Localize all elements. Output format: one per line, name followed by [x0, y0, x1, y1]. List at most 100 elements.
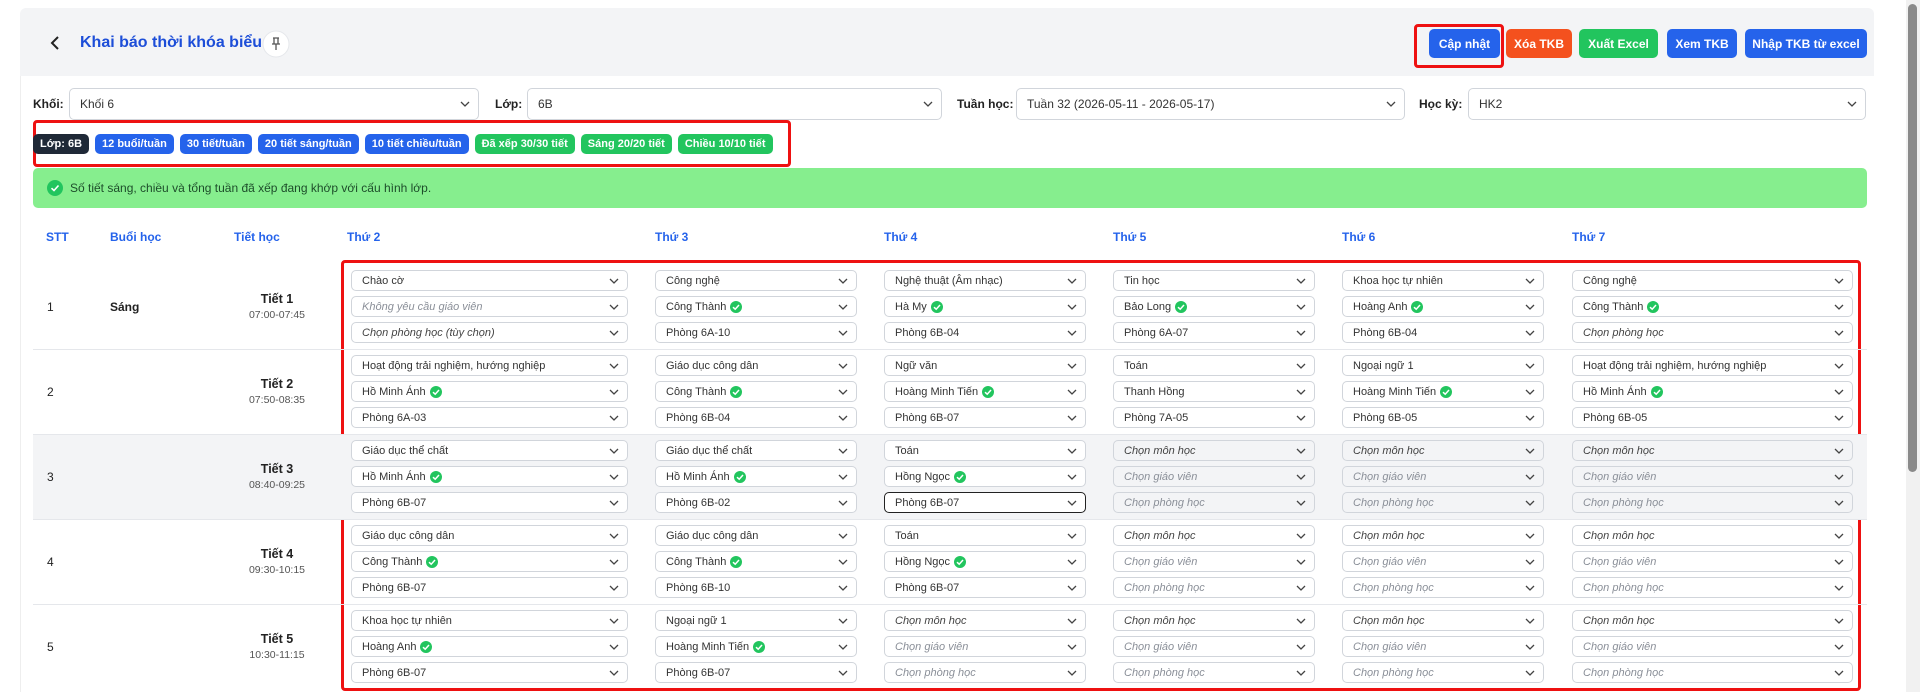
cell-select[interactable]: Chọn phòng học [1572, 492, 1853, 513]
cell-select[interactable]: Phòng 6B-07 [884, 577, 1086, 598]
cell-select[interactable]: Hồng Ngọc [884, 551, 1086, 572]
pin-button[interactable] [262, 30, 290, 58]
cell-select[interactable]: Phòng 6B-07 [884, 492, 1086, 513]
cell-select[interactable]: Chọn giáo viên [1113, 636, 1315, 657]
cell-select[interactable]: Hồ Minh Ánh [351, 381, 628, 402]
cell-select[interactable]: Chọn phòng học [1113, 577, 1315, 598]
cell-select[interactable]: Chọn môn học [1113, 525, 1315, 546]
cell-select[interactable]: Nghệ thuật (Âm nhạc) [884, 270, 1086, 291]
cell-select[interactable]: Chọn phòng học [1572, 662, 1853, 683]
cell-select[interactable]: Hồ Minh Ánh [655, 466, 857, 487]
cell-select[interactable]: Hoàng Anh [351, 636, 628, 657]
cell-select[interactable]: Chọn giáo viên [1572, 466, 1853, 487]
cell-select[interactable]: Chọn giáo viên [1113, 551, 1315, 572]
cell-select[interactable]: Phòng 6B-07 [351, 662, 628, 683]
cell-select[interactable]: Hoàng Minh Tiến [655, 636, 857, 657]
cell-select[interactable]: Công Thành [655, 381, 857, 402]
cell-select[interactable]: Chào cờ [351, 270, 628, 291]
cell-select[interactable]: Phòng 6B-04 [655, 407, 857, 428]
filter-select[interactable]: 6B [527, 88, 942, 120]
cell-select[interactable]: Chọn phòng học [1342, 662, 1544, 683]
cell-select[interactable]: Ngữ văn [884, 355, 1086, 376]
cell-select[interactable]: Phòng 6B-07 [884, 407, 1086, 428]
cell-select[interactable]: Phòng 6B-05 [1342, 407, 1544, 428]
cell-select[interactable]: Công Thành [655, 551, 857, 572]
cell-select[interactable]: Phòng 6B-07 [351, 492, 628, 513]
cell-select[interactable]: Chọn môn học [1342, 610, 1544, 631]
cell-select[interactable]: Chọn môn học [1113, 610, 1315, 631]
cell-select[interactable]: Giáo dục công dân [655, 355, 857, 376]
filter-select[interactable]: Khối 6 [69, 88, 479, 120]
cell-select[interactable]: Chọn giáo viên [884, 636, 1086, 657]
cell-select[interactable]: Hà My [884, 296, 1086, 317]
cell-select[interactable]: Chọn phòng học [884, 662, 1086, 683]
cell-select[interactable]: Chọn giáo viên [1113, 466, 1315, 487]
cell-select[interactable]: Chọn phòng học [1113, 662, 1315, 683]
cell-select[interactable]: Phòng 6B-10 [655, 577, 857, 598]
cell-select[interactable]: Chọn môn học [1572, 525, 1853, 546]
cell-select[interactable]: Công nghệ [655, 270, 857, 291]
cell-select[interactable]: Hoàng Minh Tiến [884, 381, 1086, 402]
cell-select[interactable]: Khoa học tự nhiên [351, 610, 628, 631]
cell-select[interactable]: Giáo dục thể chất [655, 440, 857, 461]
cell-select[interactable]: Thanh Hồng [1113, 381, 1315, 402]
cell-select[interactable]: Phòng 6B-07 [655, 662, 857, 683]
cell-select[interactable]: Ngoại ngữ 1 [655, 610, 857, 631]
cell-select[interactable]: Chọn giáo viên [1342, 636, 1544, 657]
cell-select[interactable]: Bảo Long [1113, 296, 1315, 317]
cell-select[interactable]: Phòng 6B-05 [1572, 407, 1853, 428]
cell-select[interactable]: Phòng 6B-04 [884, 322, 1086, 343]
cell-select[interactable]: Không yêu cầu giáo viên [351, 296, 628, 317]
action-button[interactable]: Nhập TKB từ excel [1745, 29, 1867, 58]
cell-select[interactable]: Phòng 7A-05 [1113, 407, 1315, 428]
cell-select[interactable]: Công Thành [1572, 296, 1853, 317]
cell-select[interactable]: Phòng 6B-07 [351, 577, 628, 598]
cell-select[interactable]: Toán [884, 440, 1086, 461]
cell-select[interactable]: Hồng Ngọc [884, 466, 1086, 487]
cell-select[interactable]: Toán [884, 525, 1086, 546]
scrollbar-thumb[interactable] [1908, 4, 1917, 472]
cell-select[interactable]: Phòng 6B-04 [1342, 322, 1544, 343]
action-button[interactable]: Xem TKB [1667, 29, 1737, 58]
cell-select[interactable]: Công Thành [655, 296, 857, 317]
cell-select[interactable]: Chọn môn học [1572, 440, 1853, 461]
cell-select[interactable]: Chọn môn học [1113, 440, 1315, 461]
action-button[interactable]: Xuất Excel [1579, 29, 1658, 58]
cell-select[interactable]: Chọn giáo viên [1572, 551, 1853, 572]
cell-select[interactable]: Ngoại ngữ 1 [1342, 355, 1544, 376]
cell-select[interactable]: Toán [1113, 355, 1315, 376]
cell-select[interactable]: Phòng 6B-02 [655, 492, 857, 513]
cell-select[interactable]: Hồ Minh Ánh [1572, 381, 1853, 402]
cell-select[interactable]: Phòng 6A-10 [655, 322, 857, 343]
cell-select[interactable]: Hoàng Anh [1342, 296, 1544, 317]
cell-select[interactable]: Giáo dục công dân [351, 525, 628, 546]
cell-select[interactable]: Chọn giáo viên [1342, 551, 1544, 572]
cell-select[interactable]: Hồ Minh Ánh [351, 466, 628, 487]
cell-select[interactable]: Chọn giáo viên [1572, 636, 1853, 657]
cell-select[interactable]: Chọn phòng học (tùy chọn) [351, 322, 628, 343]
filter-select[interactable]: HK2 [1468, 88, 1866, 120]
cell-select[interactable]: Chọn giáo viên [1342, 466, 1544, 487]
cell-select[interactable]: Hoạt động trải nghiệm, hướng nghiệp [1572, 355, 1853, 376]
cell-select[interactable]: Phòng 6A-07 [1113, 322, 1315, 343]
cell-select[interactable]: Chọn phòng học [1342, 492, 1544, 513]
cell-select[interactable]: Chọn phòng học [1572, 322, 1853, 343]
cell-select[interactable]: Chọn môn học [1342, 440, 1544, 461]
cell-select[interactable]: Tin học [1113, 270, 1315, 291]
action-button[interactable]: Cập nhật [1429, 29, 1500, 58]
cell-select[interactable]: Giáo dục công dân [655, 525, 857, 546]
cell-select[interactable]: Hoạt động trải nghiệm, hướng nghiệp [351, 355, 628, 376]
cell-select[interactable]: Công nghệ [1572, 270, 1853, 291]
cell-select[interactable]: Chọn phòng học [1342, 577, 1544, 598]
cell-select[interactable]: Chọn phòng học [1572, 577, 1853, 598]
cell-select[interactable]: Phòng 6A-03 [351, 407, 628, 428]
cell-select[interactable]: Chọn môn học [884, 610, 1086, 631]
cell-select[interactable]: Công Thành [351, 551, 628, 572]
cell-select[interactable]: Chọn môn học [1342, 525, 1544, 546]
filter-select[interactable]: Tuần 32 (2026-05-11 - 2026-05-17) [1016, 88, 1405, 120]
back-button[interactable] [48, 35, 62, 51]
cell-select[interactable]: Chọn môn học [1572, 610, 1853, 631]
cell-select[interactable]: Khoa học tự nhiên [1342, 270, 1544, 291]
action-button[interactable]: Xóa TKB [1506, 29, 1572, 58]
cell-select[interactable]: Giáo dục thể chất [351, 440, 628, 461]
